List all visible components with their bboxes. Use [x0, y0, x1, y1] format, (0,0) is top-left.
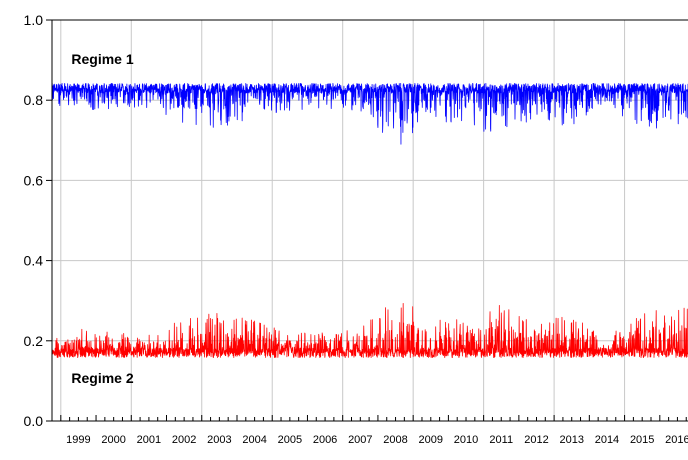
gridlines	[52, 20, 688, 421]
y-tick-label: 0.0	[24, 413, 44, 429]
y-tick-label: 1.0	[24, 12, 44, 28]
x-tick-label: 2005	[278, 434, 302, 446]
x-tick-label: 2000	[101, 434, 125, 446]
x-tick-label: 2013	[559, 434, 583, 446]
x-tick-label: 2008	[383, 434, 407, 446]
series-1-line	[51, 82, 688, 145]
x-tick-label: 2007	[348, 434, 372, 446]
x-tick-label: 2009	[419, 434, 443, 446]
x-tick-label: 2002	[172, 434, 196, 446]
series-layer	[51, 82, 688, 359]
x-tick-label: 1999	[66, 434, 90, 446]
x-tick-label: 2014	[595, 434, 619, 446]
x-tick-label: 2001	[137, 434, 161, 446]
x-tick-label: 2003	[207, 434, 231, 446]
x-tick-label: 2012	[524, 434, 548, 446]
x-tick-label: 2010	[454, 434, 478, 446]
x-tick-label: 2006	[313, 434, 337, 446]
x-tick-label: 2016	[665, 434, 688, 446]
labels: 0.0 0.2 0.4 0.6 0.8 1.0 1999 2000 2001 2002 2003 20…	[24, 12, 688, 446]
annotation-regime-2: Regime 2	[71, 370, 133, 386]
x-tick-label: 2011	[489, 434, 513, 446]
y-tick-label: 0.8	[24, 92, 44, 108]
annotation-regime-1: Regime 1	[71, 51, 133, 67]
series-2-line	[51, 302, 688, 359]
y-tick-label: 0.4	[24, 253, 44, 269]
axes	[46, 19, 688, 422]
x-tick-label: 2015	[630, 434, 654, 446]
y-tick-label: 0.2	[24, 333, 44, 349]
x-tick-label: 2004	[242, 434, 266, 446]
y-tick-label: 0.6	[24, 172, 44, 188]
